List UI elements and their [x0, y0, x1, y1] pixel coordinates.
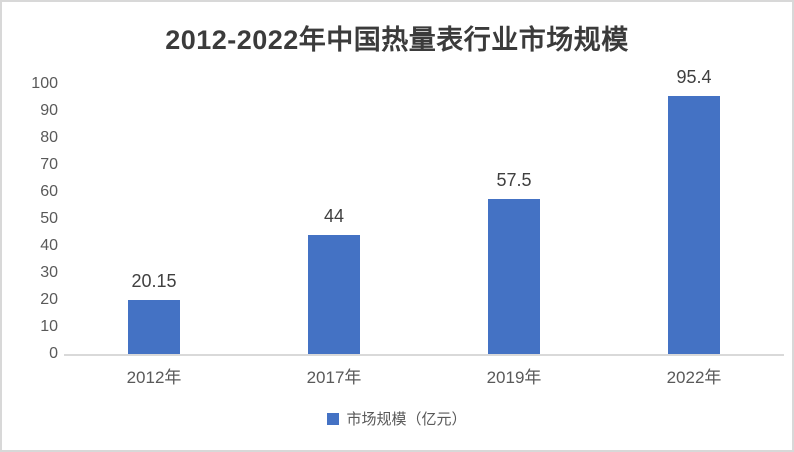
y-axis-tick-label: 80 [40, 129, 58, 146]
y-axis-tick-label: 20 [40, 291, 58, 308]
bar-value-label: 44 [323, 206, 345, 227]
bar [488, 198, 540, 354]
y-axis-tick-label: 60 [40, 183, 58, 200]
y-axis-tick-label: 0 [49, 345, 58, 362]
chart-title: 2012-2022年中国热量表行业市场规模 [165, 25, 629, 55]
y-axis-tick-label: 10 [40, 318, 58, 335]
x-axis-tick-label: 2022年 [666, 368, 722, 387]
bar-value-label: 95.4 [676, 67, 712, 88]
y-axis-tick-label: 50 [40, 210, 58, 227]
x-axis-tick-label: 2017年 [306, 368, 362, 387]
bar [668, 96, 720, 354]
x-axis-tick-label: 2019年 [486, 368, 542, 387]
legend: 市场规模（亿元） [2, 408, 792, 429]
y-axis-tick-label: 100 [31, 75, 58, 92]
y-axis-tick-label: 70 [40, 156, 58, 173]
bar-value-label: 20.15 [131, 270, 177, 291]
y-axis-tick-label: 90 [40, 102, 58, 119]
bar [308, 235, 360, 354]
x-axis-tick-label: 2012年 [126, 368, 182, 387]
y-axis-tick-label: 30 [40, 264, 58, 281]
y-axis-tick-label: 40 [40, 237, 58, 254]
legend-label: 市场规模（亿元） [346, 411, 467, 428]
bar [128, 299, 180, 354]
legend-swatch-icon [327, 412, 340, 425]
x-axis-line [64, 354, 784, 356]
bar-value-label: 57.5 [496, 169, 532, 190]
